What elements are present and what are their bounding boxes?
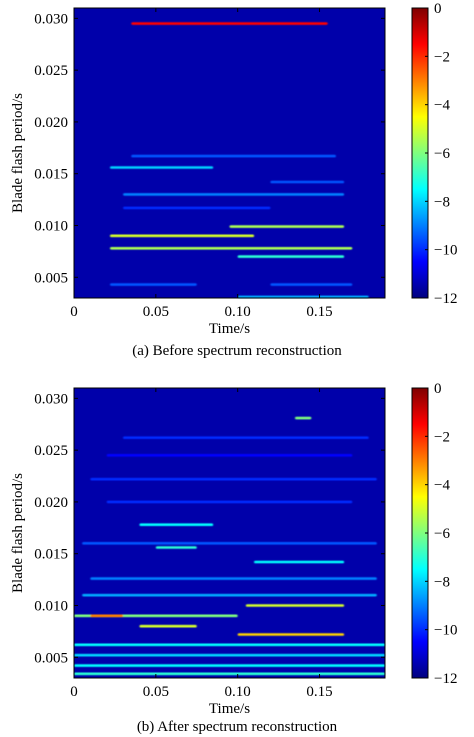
heatmap-band	[139, 523, 214, 527]
heatmap-band	[139, 624, 197, 628]
y-tick-label: 0.010	[34, 219, 68, 235]
heatmap-band	[74, 643, 385, 647]
y-tick-label: 0.015	[34, 547, 68, 563]
plot-frame	[73, 387, 386, 679]
panel-a: 0 0.05 0.10 0.15 0.0050.0100.0150.0200.0250…	[10, 1, 457, 359]
heatmap-band	[123, 436, 369, 440]
heatmap-band	[90, 577, 377, 580]
heatmap-band	[110, 246, 353, 250]
colorbar-tick-label: 0	[434, 1, 442, 17]
colorbar-tick-label: −8	[434, 574, 450, 590]
colorbar-tick-label: −12	[434, 671, 457, 687]
x-tick-label: 0.05	[143, 684, 169, 700]
y-tick-label: 0.005	[34, 270, 68, 286]
colorbar-ticks: 0 −2 −4 −6 −8 −10 −12	[425, 381, 457, 687]
y-tick-label: 0.020	[34, 115, 68, 131]
heatmap-band	[254, 560, 345, 564]
colorbar-tick-label: −10	[434, 623, 457, 639]
heatmap-band	[74, 672, 385, 676]
y-tick-label: 0.020	[34, 495, 68, 511]
panel-b: 0 0.05 0.10 0.15 0.0050.0100.0150.0200.0250…	[10, 381, 457, 735]
heatmap-band	[270, 180, 345, 184]
heatmap-band	[123, 193, 345, 196]
colorbar-tick-label: −4	[434, 478, 450, 494]
heatmap-band	[229, 225, 345, 228]
heatmap-band	[74, 664, 385, 667]
colorbar-b: 0 −2 −4 −6 −8 −10 −12	[411, 381, 457, 687]
x-tick-label: 0	[70, 304, 78, 320]
plot-frame	[73, 7, 386, 299]
caption: (b) After spectrum reconstruction	[137, 719, 338, 735]
x-tick-label: 0.05	[143, 304, 169, 320]
x-tick-label: 0.10	[225, 304, 251, 320]
colorbar-tick-label: −12	[434, 291, 457, 307]
heatmap-band	[237, 255, 345, 258]
heatmap-b	[73, 387, 386, 679]
heatmap-a	[73, 7, 386, 299]
heatmap-band	[155, 546, 197, 549]
heatmap-band	[131, 22, 328, 25]
heatmap-band	[270, 283, 353, 286]
y-tick-label: 0.030	[34, 11, 68, 27]
heatmap-band	[106, 500, 353, 504]
heatmap-band	[123, 206, 271, 210]
heatmap-band	[82, 542, 377, 545]
heatmap-band	[82, 593, 377, 597]
colorbar-tick-label: −2	[434, 49, 450, 65]
y-axis-ticks: 0.005 0.010 0.015 0.020 0.025 0.030	[34, 391, 385, 666]
heatmap-background	[74, 8, 385, 298]
colorbar-tick-label: −10	[434, 243, 457, 259]
x-tick-label: 0.10	[225, 684, 251, 700]
x-axis-label: Time/s	[209, 321, 250, 337]
y-tick-label: 0.030	[34, 391, 68, 407]
heatmap-band	[110, 283, 197, 286]
caption: (a) Before spectrum reconstruction	[132, 343, 342, 359]
x-tick-label: 0	[70, 684, 78, 700]
colorbar-tick-label: −8	[434, 194, 450, 210]
x-axis-ticks: 0 0.05 0.10 0.15	[70, 8, 333, 320]
colorbar-tick-label: −4	[434, 98, 450, 114]
x-axis-ticks: 0 0.05 0.10 0.15	[70, 388, 333, 700]
heatmap-band	[110, 166, 214, 169]
x-tick-label: 0.15	[306, 684, 332, 700]
heatmap-band	[131, 154, 336, 158]
y-tick-label: 0.010	[34, 599, 68, 615]
heatmap-band	[245, 604, 345, 607]
y-tick-label: 0.015	[34, 167, 68, 183]
heatmap-band	[106, 454, 353, 457]
y-tick-label: 0.025	[34, 63, 68, 79]
colorbar-a: 0 −2 −4 −6 −8 −10 −12	[411, 1, 457, 307]
heatmap-band	[90, 477, 377, 481]
y-axis-label: Blade flash period/s	[10, 473, 26, 593]
heatmap-band	[237, 633, 345, 636]
y-tick-label: 0.005	[34, 650, 68, 666]
y-axis-label: Blade flash period/s	[10, 93, 26, 213]
heatmap-band	[110, 234, 255, 238]
heatmap-band	[90, 614, 124, 618]
colorbar-tick-label: 0	[434, 381, 442, 397]
x-tick-label: 0.15	[306, 304, 332, 320]
x-axis-label: Time/s	[209, 701, 250, 717]
y-axis-ticks: 0.005 0.010 0.015 0.020 0.025 0.030	[34, 11, 385, 286]
colorbar-tick-label: −6	[434, 526, 450, 542]
heatmap-background	[74, 388, 385, 678]
colorbar-tick-label: −6	[434, 146, 450, 162]
heatmap-band	[74, 653, 385, 657]
heatmap-band	[294, 416, 312, 420]
colorbar-tick-label: −2	[434, 429, 450, 445]
y-tick-label: 0.025	[34, 443, 68, 459]
colorbar-ticks: 0 −2 −4 −6 −8 −10 −12	[425, 1, 457, 307]
